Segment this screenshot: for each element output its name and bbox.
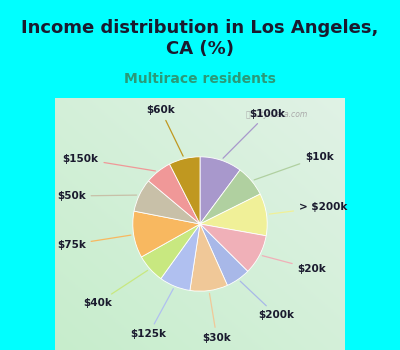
Text: $50k: $50k (57, 191, 136, 201)
Wedge shape (170, 157, 200, 224)
Wedge shape (134, 181, 200, 224)
Text: $20k: $20k (262, 256, 326, 274)
Text: $75k: $75k (57, 235, 131, 250)
Wedge shape (200, 170, 260, 224)
Text: $30k: $30k (202, 293, 231, 343)
Text: $125k: $125k (131, 289, 173, 339)
Text: $60k: $60k (146, 105, 183, 156)
Wedge shape (200, 157, 240, 224)
Text: Income distribution in Los Angeles,
CA (%): Income distribution in Los Angeles, CA (… (21, 19, 379, 58)
Wedge shape (148, 164, 200, 224)
Text: ⓘ City-Data.com: ⓘ City-Data.com (246, 110, 307, 119)
Wedge shape (200, 224, 266, 271)
Text: $150k: $150k (62, 154, 156, 171)
Wedge shape (200, 224, 248, 285)
Wedge shape (133, 211, 200, 257)
Text: > $200k: > $200k (269, 202, 347, 214)
Wedge shape (190, 224, 228, 291)
Text: $100k: $100k (223, 109, 285, 158)
Wedge shape (142, 224, 200, 279)
Text: $40k: $40k (83, 271, 148, 308)
Wedge shape (200, 194, 267, 236)
Text: Multirace residents: Multirace residents (124, 72, 276, 86)
Wedge shape (161, 224, 200, 290)
Text: $200k: $200k (240, 281, 294, 321)
Text: $10k: $10k (254, 152, 334, 180)
